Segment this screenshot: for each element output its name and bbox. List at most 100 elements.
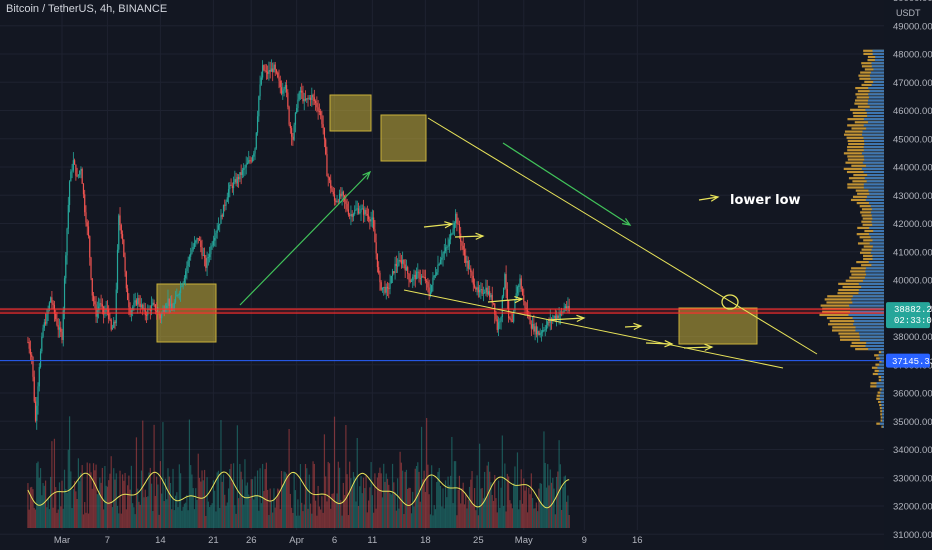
candle-body — [81, 168, 83, 184]
volume-bar — [94, 470, 96, 528]
candle-body — [535, 326, 537, 335]
volume-bar — [42, 483, 44, 528]
candle-body — [292, 136, 294, 140]
volume-bar — [153, 424, 155, 528]
volume-bar — [336, 493, 338, 528]
candle-body — [538, 331, 540, 336]
candle-body — [193, 242, 196, 248]
candle-body — [477, 287, 479, 293]
volume-bar — [322, 512, 324, 528]
candle-body — [57, 325, 59, 330]
volume-bar — [441, 506, 443, 528]
volume-bar — [68, 416, 71, 528]
candle-body — [186, 266, 188, 272]
candle-body — [346, 203, 348, 210]
volume-bar — [542, 506, 544, 528]
volume-bar — [561, 509, 563, 528]
volume-bar — [502, 505, 505, 528]
volume-bar — [154, 495, 156, 528]
volume-profile-bar — [855, 329, 884, 332]
yellow-arrow — [683, 346, 713, 349]
candle-body — [338, 193, 341, 202]
candle-body — [190, 253, 192, 257]
volume-bar — [395, 510, 397, 528]
volume-profile-bar — [871, 65, 884, 68]
candle-body — [313, 97, 315, 102]
volume-bar — [277, 488, 279, 528]
price-tick-label: 34000.00 — [893, 445, 932, 456]
candle-body — [113, 321, 115, 328]
volume-bar — [399, 451, 401, 528]
volume-profile-bar — [869, 74, 884, 77]
candle-body — [419, 277, 421, 279]
volume-bar — [468, 486, 471, 528]
volume-bar — [291, 507, 293, 528]
volume-profile-bar — [865, 344, 884, 348]
candle-body — [236, 177, 238, 184]
volume-profile-bar — [872, 245, 884, 248]
candle-body — [135, 300, 138, 305]
volume-bar — [500, 487, 502, 528]
candle-body — [539, 333, 541, 336]
candle-body — [524, 301, 526, 309]
volume-profile-bar — [880, 400, 884, 404]
time-tick-label: Mar — [54, 535, 70, 546]
candle-body — [103, 306, 105, 315]
volume-bar — [164, 478, 167, 528]
candle-body — [253, 153, 255, 157]
yellow-arrow-head — [444, 221, 454, 229]
candle-body — [397, 265, 399, 267]
volume-bar — [156, 476, 158, 528]
volume-bar — [331, 493, 333, 528]
candle-body — [526, 308, 529, 315]
candle-body — [99, 303, 101, 307]
candle-body — [407, 267, 409, 274]
candle-body — [101, 304, 103, 307]
candle-body — [70, 171, 72, 182]
volume-bar — [201, 470, 203, 528]
candle-body — [114, 321, 116, 324]
candle-body — [125, 271, 127, 289]
volume-bar — [537, 511, 539, 528]
volume-bar — [409, 487, 411, 528]
candle-body — [511, 321, 514, 323]
volume-profile-bar — [868, 261, 884, 264]
volume-bar — [270, 501, 273, 528]
volume-bar — [467, 499, 469, 528]
volume-bar — [433, 505, 435, 528]
candle-body — [431, 284, 433, 293]
candle-body — [297, 99, 299, 109]
candle-body — [212, 240, 214, 246]
uptrend-arrow-head — [362, 170, 372, 180]
volume-bar — [426, 418, 428, 528]
candle-body — [293, 124, 295, 140]
volume-profile-bar — [873, 68, 884, 71]
candle-body — [58, 327, 61, 330]
candle-body — [360, 209, 362, 213]
candle-body — [201, 247, 203, 256]
candle-body — [311, 94, 313, 100]
candle-body — [482, 293, 484, 295]
volume-profile-bar — [881, 407, 884, 410]
candle-body — [328, 177, 331, 181]
volume-profile-bar — [848, 313, 884, 317]
candle-body — [388, 288, 390, 290]
price-tick-label: 46000.00 — [893, 106, 932, 117]
price-axis[interactable] — [884, 0, 932, 550]
yellow-arrow — [454, 235, 484, 238]
volume-bar — [29, 487, 32, 528]
volume-bar — [515, 485, 517, 528]
candle-body — [161, 313, 163, 319]
yellow-arrow-head — [514, 295, 524, 304]
candle-body — [341, 191, 343, 197]
volume-profile-bar — [880, 391, 884, 394]
candle-body — [393, 271, 395, 274]
volume-bar — [53, 438, 56, 528]
volume-bar — [400, 462, 402, 528]
volume-bar — [60, 506, 62, 528]
volume-bar — [163, 501, 165, 528]
volume-bar — [460, 503, 462, 528]
volume-bar — [50, 476, 52, 528]
volume-bar — [79, 481, 81, 528]
